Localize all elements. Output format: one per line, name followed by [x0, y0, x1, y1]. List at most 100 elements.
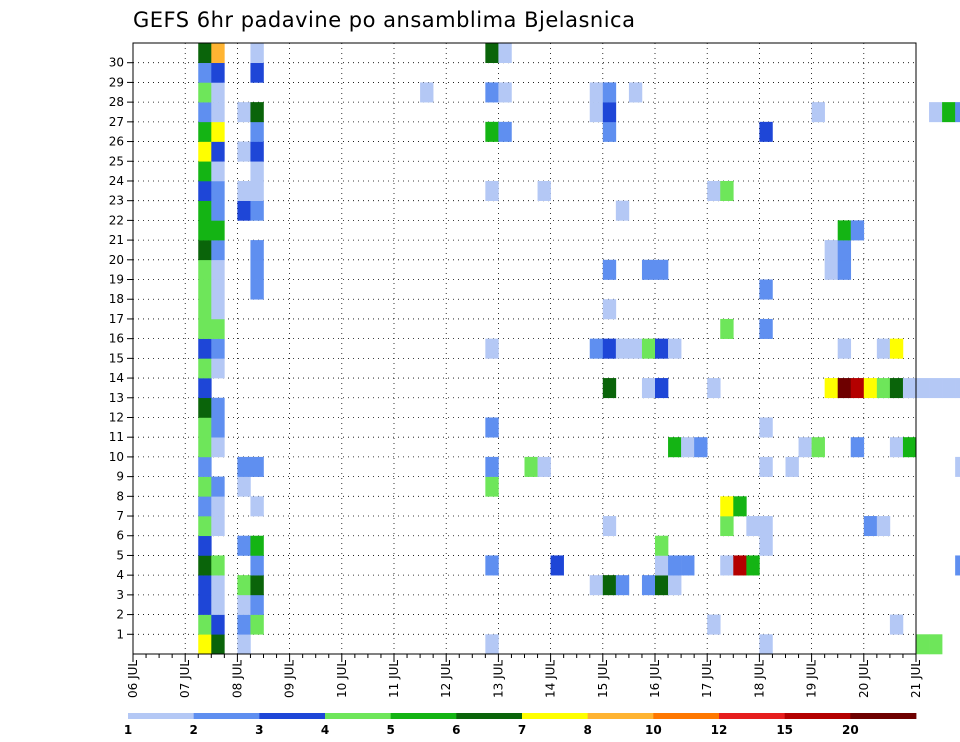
- heatmap-cell: [589, 82, 604, 103]
- heatmap-cell: [250, 279, 264, 300]
- heatmap-cell: [198, 240, 212, 261]
- heatmap-cell: [955, 555, 960, 576]
- x-tick-label: 12 JUL: [439, 660, 453, 698]
- colorbar-label: 15: [776, 723, 793, 737]
- heatmap-cell: [198, 43, 212, 64]
- heatmap-cell: [211, 358, 225, 379]
- heatmap-cell: [211, 338, 225, 359]
- heatmap-cell: [237, 535, 251, 556]
- colorbar-swatch: [456, 713, 523, 719]
- heatmap-cell: [537, 180, 551, 201]
- heatmap-cell: [198, 279, 212, 300]
- heatmap-cell: [668, 555, 682, 576]
- heatmap-cell: [211, 200, 225, 221]
- heatmap-cell: [198, 456, 212, 477]
- y-tick-label: 14: [109, 371, 124, 385]
- heatmap-cell: [498, 82, 512, 103]
- heatmap-cell: [811, 437, 825, 458]
- heatmap-cell: [237, 614, 251, 635]
- heatmap-cell: [198, 141, 212, 162]
- heatmap-cell: [655, 259, 669, 280]
- heatmap-cell: [237, 456, 251, 477]
- y-tick-label: 7: [116, 509, 124, 523]
- heatmap-cell: [759, 318, 773, 339]
- heatmap-cell: [707, 378, 721, 399]
- colorbar-label: 10: [645, 723, 662, 737]
- colorbar-swatch: [390, 713, 457, 719]
- heatmap-cell: [746, 516, 760, 537]
- colorbar-label: 20: [842, 723, 859, 737]
- y-tick-label: 25: [109, 154, 124, 168]
- heatmap-cell: [211, 575, 225, 596]
- heatmap-cell: [929, 102, 943, 123]
- heatmap-cell: [237, 180, 251, 201]
- heatmap-cell: [824, 378, 838, 399]
- heatmap-cell: [237, 634, 251, 655]
- heatmap-cell: [198, 200, 212, 221]
- x-tick-label: 11 JUL: [387, 660, 401, 698]
- y-tick-label: 30: [109, 56, 124, 70]
- y-tick-label: 28: [109, 95, 124, 109]
- heatmap-cell: [250, 555, 264, 576]
- heatmap-cell: [250, 535, 264, 556]
- heatmap-cell: [237, 575, 251, 596]
- x-tick-label: 07 JUL: [178, 660, 192, 698]
- heatmap-cell: [198, 417, 212, 438]
- heatmap-cell: [250, 614, 264, 635]
- heatmap-cell: [615, 338, 630, 359]
- heatmap-cell: [655, 555, 669, 576]
- y-tick-label: 10: [109, 450, 124, 464]
- heatmap-cell: [211, 180, 225, 201]
- heatmap-cell: [250, 102, 264, 123]
- y-tick-label: 6: [116, 529, 124, 543]
- heatmap-cell: [955, 456, 960, 477]
- heatmap-cell: [850, 437, 865, 458]
- heatmap-cell: [668, 437, 682, 458]
- y-tick-label: 18: [109, 292, 124, 306]
- heatmap-cell: [602, 102, 617, 123]
- heatmap-cell: [759, 456, 773, 477]
- heatmap-cell: [889, 437, 904, 458]
- heatmap-cell: [198, 575, 212, 596]
- heatmap-cell: [589, 575, 604, 596]
- heatmap-cell: [198, 378, 212, 399]
- heatmap-cell: [641, 338, 656, 359]
- heatmap-cell: [602, 121, 617, 142]
- y-tick-label: 23: [109, 194, 124, 208]
- heatmap-cell: [211, 397, 225, 418]
- y-tick-label: 15: [109, 351, 124, 365]
- heatmap-cell: [615, 575, 630, 596]
- heatmap-cell: [902, 378, 917, 399]
- heatmap-cell: [942, 378, 956, 399]
- heatmap-cell: [485, 456, 499, 477]
- heatmap-cell: [955, 102, 960, 123]
- heatmap-cell: [668, 338, 682, 359]
- heatmap-cell: [759, 121, 773, 142]
- y-tick-label: 22: [109, 213, 124, 227]
- heatmap-cell: [694, 437, 708, 458]
- heatmap-cell: [198, 318, 212, 339]
- heatmap-cell: [485, 338, 499, 359]
- y-tick-label: 13: [109, 391, 124, 405]
- heatmap-cell: [759, 279, 773, 300]
- heatmap-cell: [250, 200, 264, 221]
- heatmap-cell: [211, 259, 225, 280]
- heatmap-cell: [211, 62, 225, 83]
- x-tick-label: 18 JUL: [752, 660, 766, 698]
- heatmap-cell: [198, 121, 212, 142]
- y-tick-label: 16: [109, 332, 124, 346]
- heatmap-cell: [250, 180, 264, 201]
- heatmap-cell: [615, 200, 630, 221]
- heatmap-cell: [211, 82, 225, 103]
- heatmap-cell: [707, 614, 721, 635]
- heatmap-cell: [237, 476, 251, 497]
- heatmap-cell: [198, 259, 212, 280]
- colorbar-swatch: [193, 713, 260, 719]
- colorbar-label: 1: [124, 723, 132, 737]
- heatmap-cell: [589, 102, 604, 123]
- heatmap-cell: [798, 437, 812, 458]
- heatmap-cell: [707, 180, 721, 201]
- x-tick-label: 14 JUL: [544, 660, 558, 698]
- y-tick-label: 21: [109, 233, 124, 247]
